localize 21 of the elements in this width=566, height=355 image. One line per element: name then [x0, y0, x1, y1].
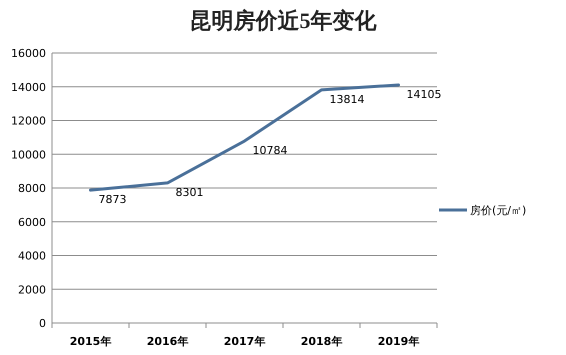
- chart-title: 昆明房价近5年变化: [190, 8, 378, 33]
- y-tick-label: 14000: [11, 80, 46, 94]
- y-tick-label: 4000: [18, 250, 46, 262]
- x-tick-label: 2019年: [378, 335, 420, 348]
- y-tick-label: 8000: [18, 182, 46, 195]
- x-tick-label: 2015年: [70, 335, 112, 348]
- data-label: 14105: [406, 88, 442, 101]
- data-label: 13814: [330, 92, 364, 106]
- data-label: 8301: [176, 186, 204, 199]
- y-tick-label: 6000: [18, 216, 46, 229]
- y-tick-label: 2000: [18, 283, 46, 296]
- data-label: 10784: [252, 144, 288, 158]
- data-label: 7873: [98, 193, 126, 206]
- y-tick-label: 16000: [11, 47, 46, 60]
- legend-label: 房价(元/㎡): [470, 204, 526, 217]
- x-tick-label: 2018年: [300, 335, 342, 348]
- y-tick-label: 0: [39, 317, 46, 330]
- y-tick-label: 12000: [11, 114, 46, 128]
- y-tick-label: 10000: [11, 148, 46, 162]
- x-tick-label: 2016年: [146, 335, 188, 348]
- x-tick-label: 2017年: [224, 335, 266, 348]
